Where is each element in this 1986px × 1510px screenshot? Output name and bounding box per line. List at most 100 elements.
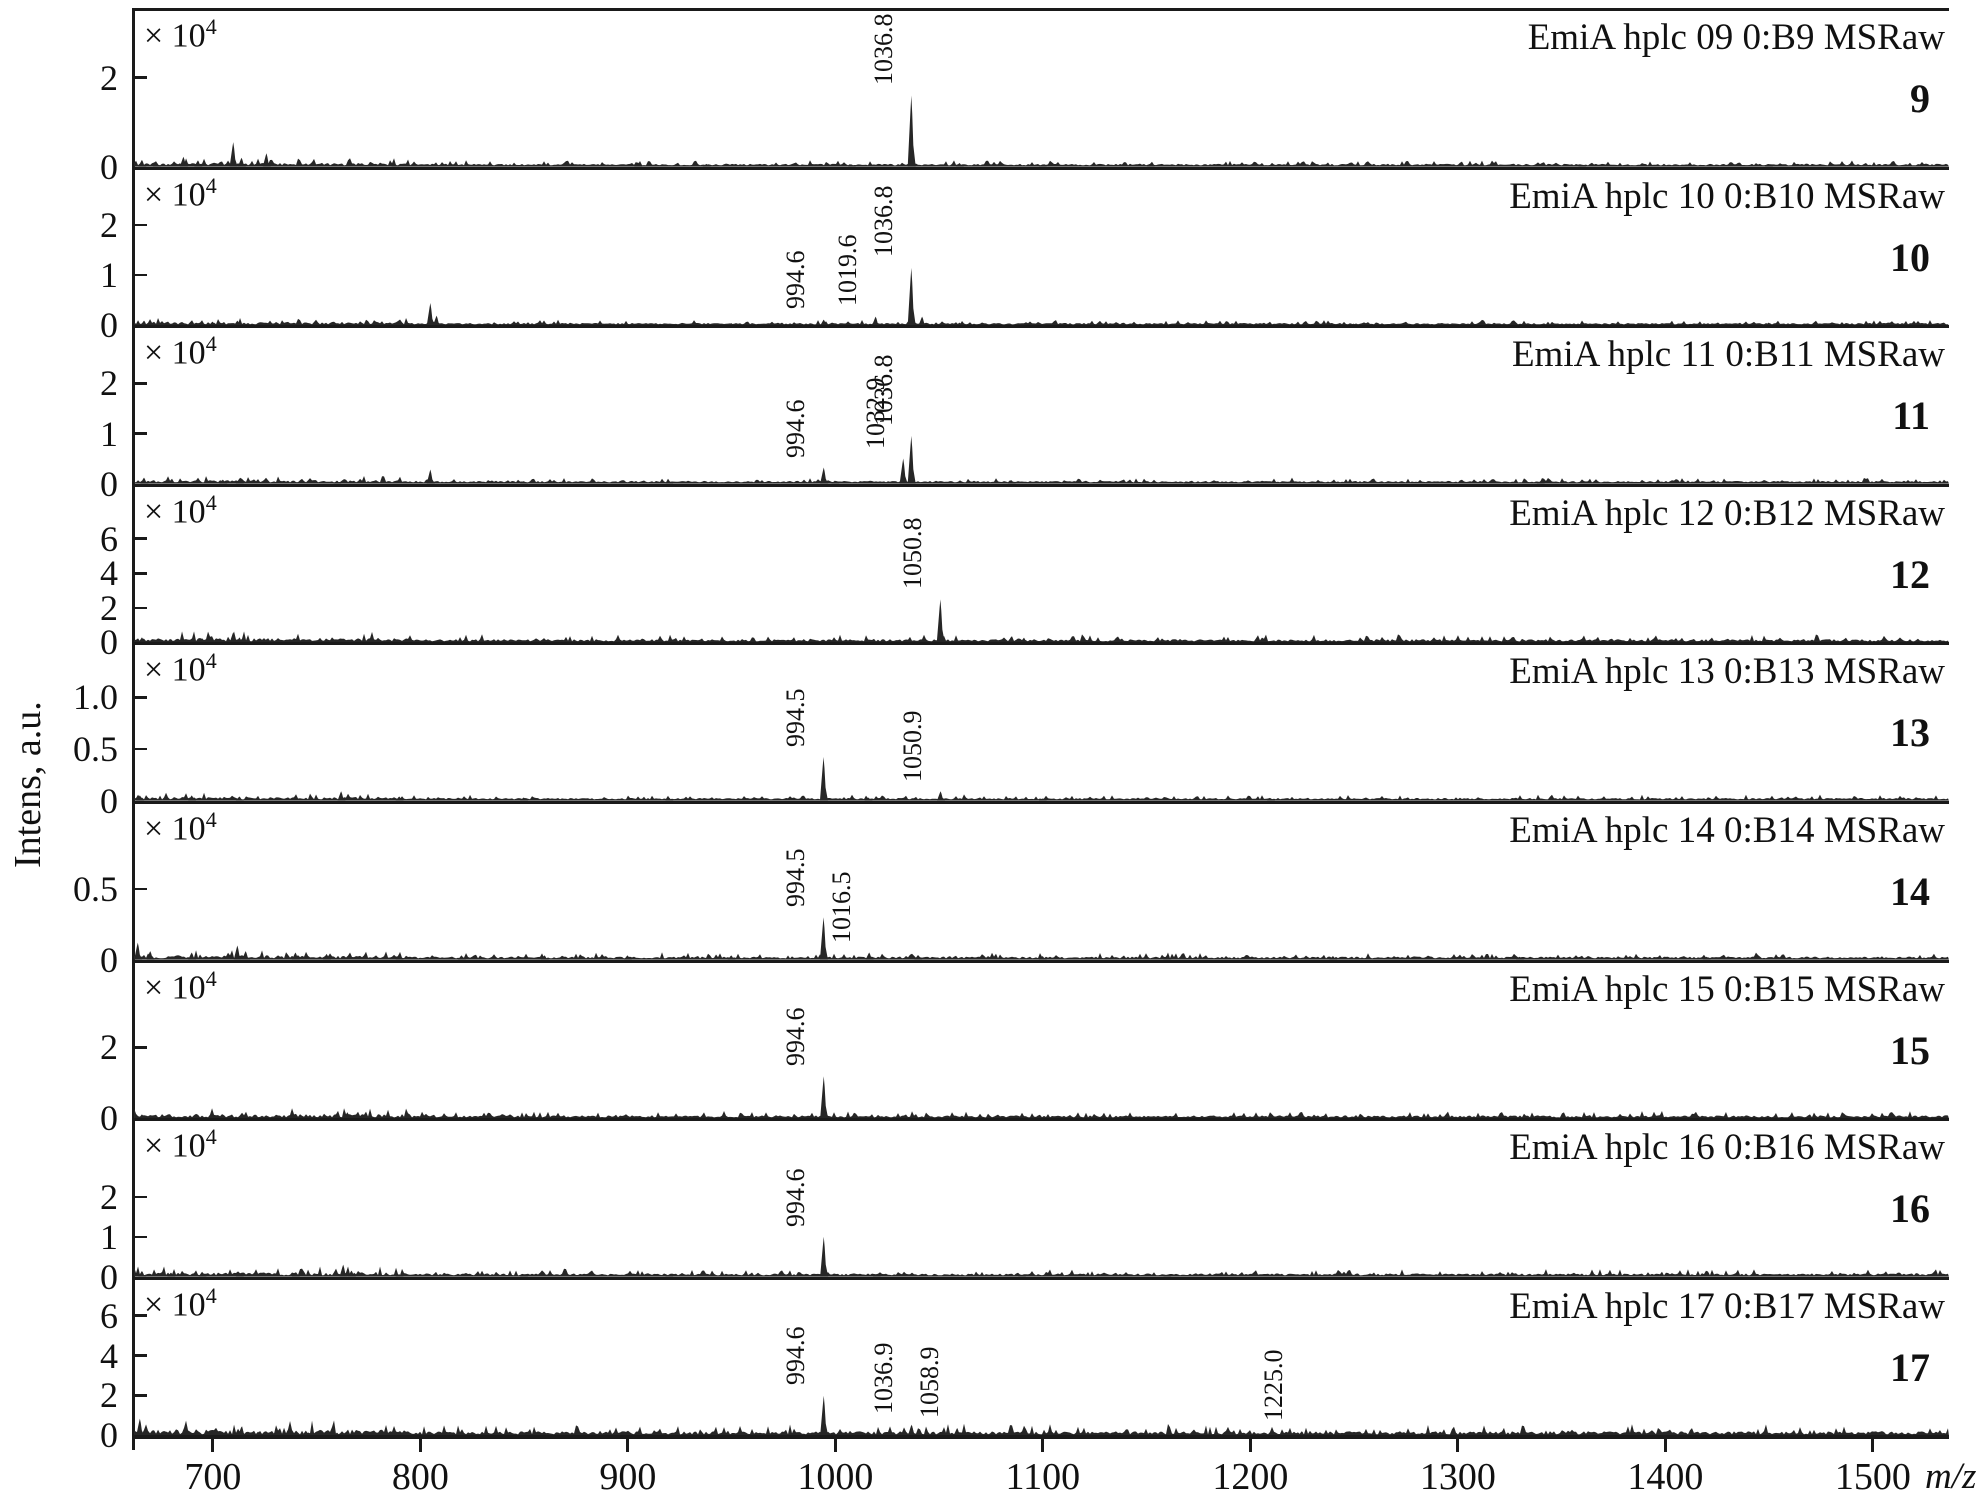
spectrum-path: [136, 795, 145, 801]
y-scale-label: × 104: [144, 14, 217, 55]
spectrum-path: [395, 796, 404, 801]
spectrum-path: [899, 458, 908, 484]
x-tick-mark: [418, 1439, 422, 1452]
spectrum-path: [520, 797, 529, 801]
spectrum-path: [1267, 798, 1276, 801]
spectrum-path: [142, 1428, 151, 1436]
spectrum-path: [561, 322, 570, 326]
spectrum-path: [416, 1116, 425, 1119]
spectrum-path: [748, 1433, 757, 1436]
spectrum-path: [820, 1236, 829, 1277]
spectrum-path: [237, 1426, 246, 1436]
peak-label: 994.6: [781, 1326, 811, 1386]
y-tick-mark: [134, 572, 147, 575]
y-tick-label: 1: [100, 413, 118, 454]
peak-label: 1050.9: [897, 710, 927, 782]
x-tick-label: 1000: [797, 1456, 874, 1498]
spectrum-path: [907, 267, 916, 326]
spectrum-path: [1536, 481, 1545, 484]
y-tick-label: 1: [100, 255, 118, 295]
y-tick-mark: [134, 537, 147, 540]
x-tick-label: 700: [184, 1456, 242, 1498]
spectrum-path: [1578, 164, 1587, 167]
spectrum-path: [432, 315, 441, 326]
spectrum-path: [167, 638, 176, 643]
spectrum-path: [1765, 164, 1774, 167]
spectrum-path: [237, 157, 246, 167]
y-scale-label: × 104: [144, 331, 217, 372]
panel-number: 10: [1890, 234, 1930, 280]
spectrum-path: [953, 1427, 962, 1436]
spectrum-path: [281, 322, 290, 326]
peak-label: 994.6: [781, 399, 811, 458]
y-tick-mark: [134, 606, 147, 610]
spectrum-path: [262, 153, 271, 167]
y-axis-spine: [132, 8, 135, 1450]
y-scale-exponent: 4: [205, 1124, 217, 1150]
y-scale-label: × 104: [144, 173, 217, 214]
x-tick-label: 800: [391, 1456, 449, 1498]
spectrum-path: [235, 796, 244, 801]
panel-number: 11: [1892, 393, 1930, 439]
y-tick-label: 2: [100, 1176, 118, 1217]
y-tick-mark: [134, 223, 147, 227]
spectrum-path: [872, 316, 881, 326]
spectrum-path: [198, 1271, 207, 1277]
spectrum-path: [395, 1274, 404, 1277]
spectrum-path: [800, 638, 809, 643]
spectrum-path: [134, 476, 1949, 484]
spectrum-path: [864, 797, 873, 801]
spectrum-path: [291, 952, 300, 960]
peak-label: 994.6: [781, 1007, 811, 1066]
spectrum-panel: × 104 EmiA hplc 12 0:B12 MSRaw 12 6 4 2 0 10…: [100, 483, 1949, 662]
spectrum-path: [872, 1116, 881, 1119]
y-tick-mark: [134, 1354, 147, 1357]
spectrum-path: [852, 640, 861, 643]
y-scale-base: × 10: [144, 334, 206, 372]
spectrum-path: [271, 1432, 280, 1436]
spectrum-path: [520, 1116, 529, 1119]
spectrum-path: [134, 1266, 1949, 1277]
spectrum-path: [997, 1433, 1006, 1436]
spectrum-path: [167, 1115, 176, 1119]
y-tick-label: 0: [100, 1415, 118, 1456]
y-tick-mark: [134, 1195, 147, 1199]
panel-number: 14: [1890, 868, 1930, 914]
spectrum-path: [354, 1115, 363, 1119]
spectrum-path: [138, 1271, 147, 1277]
spectrum-path: [134, 1107, 1949, 1119]
spectrum-path: [134, 793, 1949, 801]
spectrum-path: [136, 1418, 145, 1436]
spectrum-path: [727, 955, 736, 960]
y-tick-mark: [134, 76, 147, 79]
y-tick-mark: [134, 696, 147, 699]
spectrum-path: [907, 1424, 916, 1436]
x-tick-label: 900: [599, 1456, 657, 1498]
y-scale-base: × 10: [144, 1286, 206, 1324]
panel-title: EmiA hplc 12 0:B12 MSRaw: [1509, 492, 1945, 534]
y-tick-label: 0: [100, 146, 118, 187]
spectrum-path: [1022, 639, 1031, 643]
spectrum-path: [865, 952, 874, 960]
spectrum-path: [291, 1273, 300, 1277]
spectrum-path: [820, 1395, 829, 1436]
spectrum-path: [395, 640, 404, 643]
y-tick-mark: [134, 432, 147, 435]
spectrum-path: [1516, 956, 1525, 960]
y-tick-label: 0: [100, 463, 118, 504]
spectrum-path: [134, 950, 1949, 960]
x-tick-label: 1200: [1212, 1456, 1289, 1498]
spectrum-path: [1765, 322, 1774, 326]
x-tick-mark: [1871, 1439, 1875, 1452]
spectrum-path: [235, 478, 244, 484]
spectrum-path: [831, 480, 840, 484]
x-tick-mark: [626, 1439, 630, 1452]
spectrum-trace: [134, 436, 1949, 484]
peak-label: 994.6: [781, 1168, 811, 1227]
spectrum-path: [1163, 1275, 1172, 1277]
spectrum-path: [208, 1431, 217, 1436]
peak-label: 1058.9: [914, 1346, 944, 1418]
spectrum-panel: × 104 EmiA hplc 11 0:B11 MSRaw 11 2 1 0 994…: [100, 325, 1949, 504]
spectrum-trace: [134, 917, 1949, 960]
y-scale-exponent: 4: [205, 489, 217, 515]
